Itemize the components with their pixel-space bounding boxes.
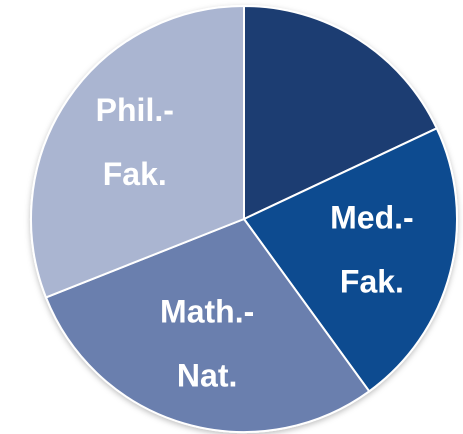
slice-label: Math.-: [160, 293, 254, 329]
slice-label: Phil.-: [96, 92, 174, 128]
slice-label: Fak.: [103, 156, 167, 192]
slice-label: Nat.: [177, 357, 237, 393]
pie: [30, 4, 458, 433]
pie-slice: [44, 217, 371, 433]
pie-slice: [243, 4, 439, 221]
slice-label: Med.-: [330, 199, 414, 235]
pie-slice: [242, 126, 458, 393]
pie-slice: [30, 4, 245, 299]
slice-label: Fak.: [340, 263, 404, 299]
